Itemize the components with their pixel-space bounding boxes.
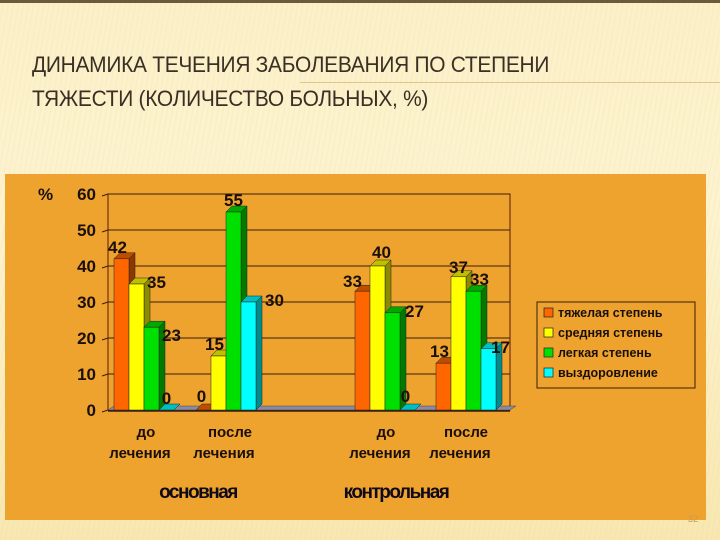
y-tick-label: 30 [77, 293, 96, 312]
legend-label: легкая степень [558, 346, 652, 360]
x-category-label: до [137, 424, 156, 441]
data-label: 0 [197, 387, 206, 406]
data-label: 15 [205, 335, 224, 354]
y-tick-label: 50 [77, 221, 96, 240]
legend-label: тяжелая степень [558, 306, 663, 320]
data-label: 40 [372, 243, 391, 262]
x-category-label: до [377, 424, 396, 441]
y-tick-label: 10 [77, 365, 96, 384]
data-label: 37 [449, 258, 468, 277]
data-label: 33 [470, 270, 489, 289]
data-label: 27 [405, 302, 424, 321]
data-label: 33 [343, 272, 362, 291]
title-divider [300, 82, 720, 83]
bar [399, 403, 422, 411]
x-category-label: лечения [349, 445, 410, 462]
x-axis-labels: до лечения после лечения до лечения после лечен… [109, 424, 490, 503]
data-label: 55 [224, 191, 243, 210]
title-line-2: ТЯЖЕСТИ (КОЛИЧЕСТВО БОЛЬНЫХ, %) [32, 86, 429, 111]
bar [240, 295, 263, 411]
y-tick-label: 40 [77, 257, 96, 276]
data-label: 42 [108, 238, 127, 257]
slide-number: 32 [688, 514, 699, 524]
y-tick-label: 60 [77, 185, 96, 204]
legend-label: средняя степень [558, 326, 663, 340]
y-tick-label: 0 [87, 401, 96, 420]
x-category-label: после [444, 424, 488, 441]
chart-bars [113, 205, 503, 411]
x-category-label: после [208, 424, 252, 441]
group-label: контрольная [344, 482, 449, 503]
y-tick-label: 20 [77, 329, 96, 348]
x-category-label: лечения [429, 445, 490, 462]
y-axis-label: % [38, 185, 53, 204]
top-border [0, 0, 720, 3]
data-label: 13 [430, 342, 449, 361]
data-label: 0 [162, 389, 171, 408]
slide-title: ДИНАМИКА ТЕЧЕНИЯ ЗАБОЛЕВАНИЯ ПО СТЕПЕНИ … [32, 48, 664, 116]
bar [384, 306, 407, 411]
x-category-label: лечения [193, 445, 254, 462]
legend-swatch [543, 347, 554, 358]
data-label: 0 [401, 387, 410, 406]
x-category-label: лечения [109, 445, 170, 462]
legend-swatch [543, 307, 554, 318]
legend-label: выздоровление [558, 366, 658, 380]
bar [480, 342, 503, 411]
title-line-1: ДИНАМИКА ТЕЧЕНИЯ ЗАБОЛЕВАНИЯ ПО СТЕПЕНИ [32, 52, 550, 77]
data-label: 30 [265, 291, 284, 310]
data-label: 17 [491, 338, 510, 357]
y-axis: 0 10 20 30 40 50 60% [38, 185, 510, 420]
bar [143, 320, 166, 411]
data-label: 23 [162, 326, 181, 345]
legend-swatch [543, 327, 554, 338]
legend-swatch [543, 367, 554, 378]
data-label: 35 [147, 273, 166, 292]
legend-box [536, 301, 696, 389]
chart-legend: тяжелая степень средняя степень легкая сте… [536, 301, 696, 389]
group-label: основная [159, 482, 237, 503]
bar [158, 403, 181, 411]
